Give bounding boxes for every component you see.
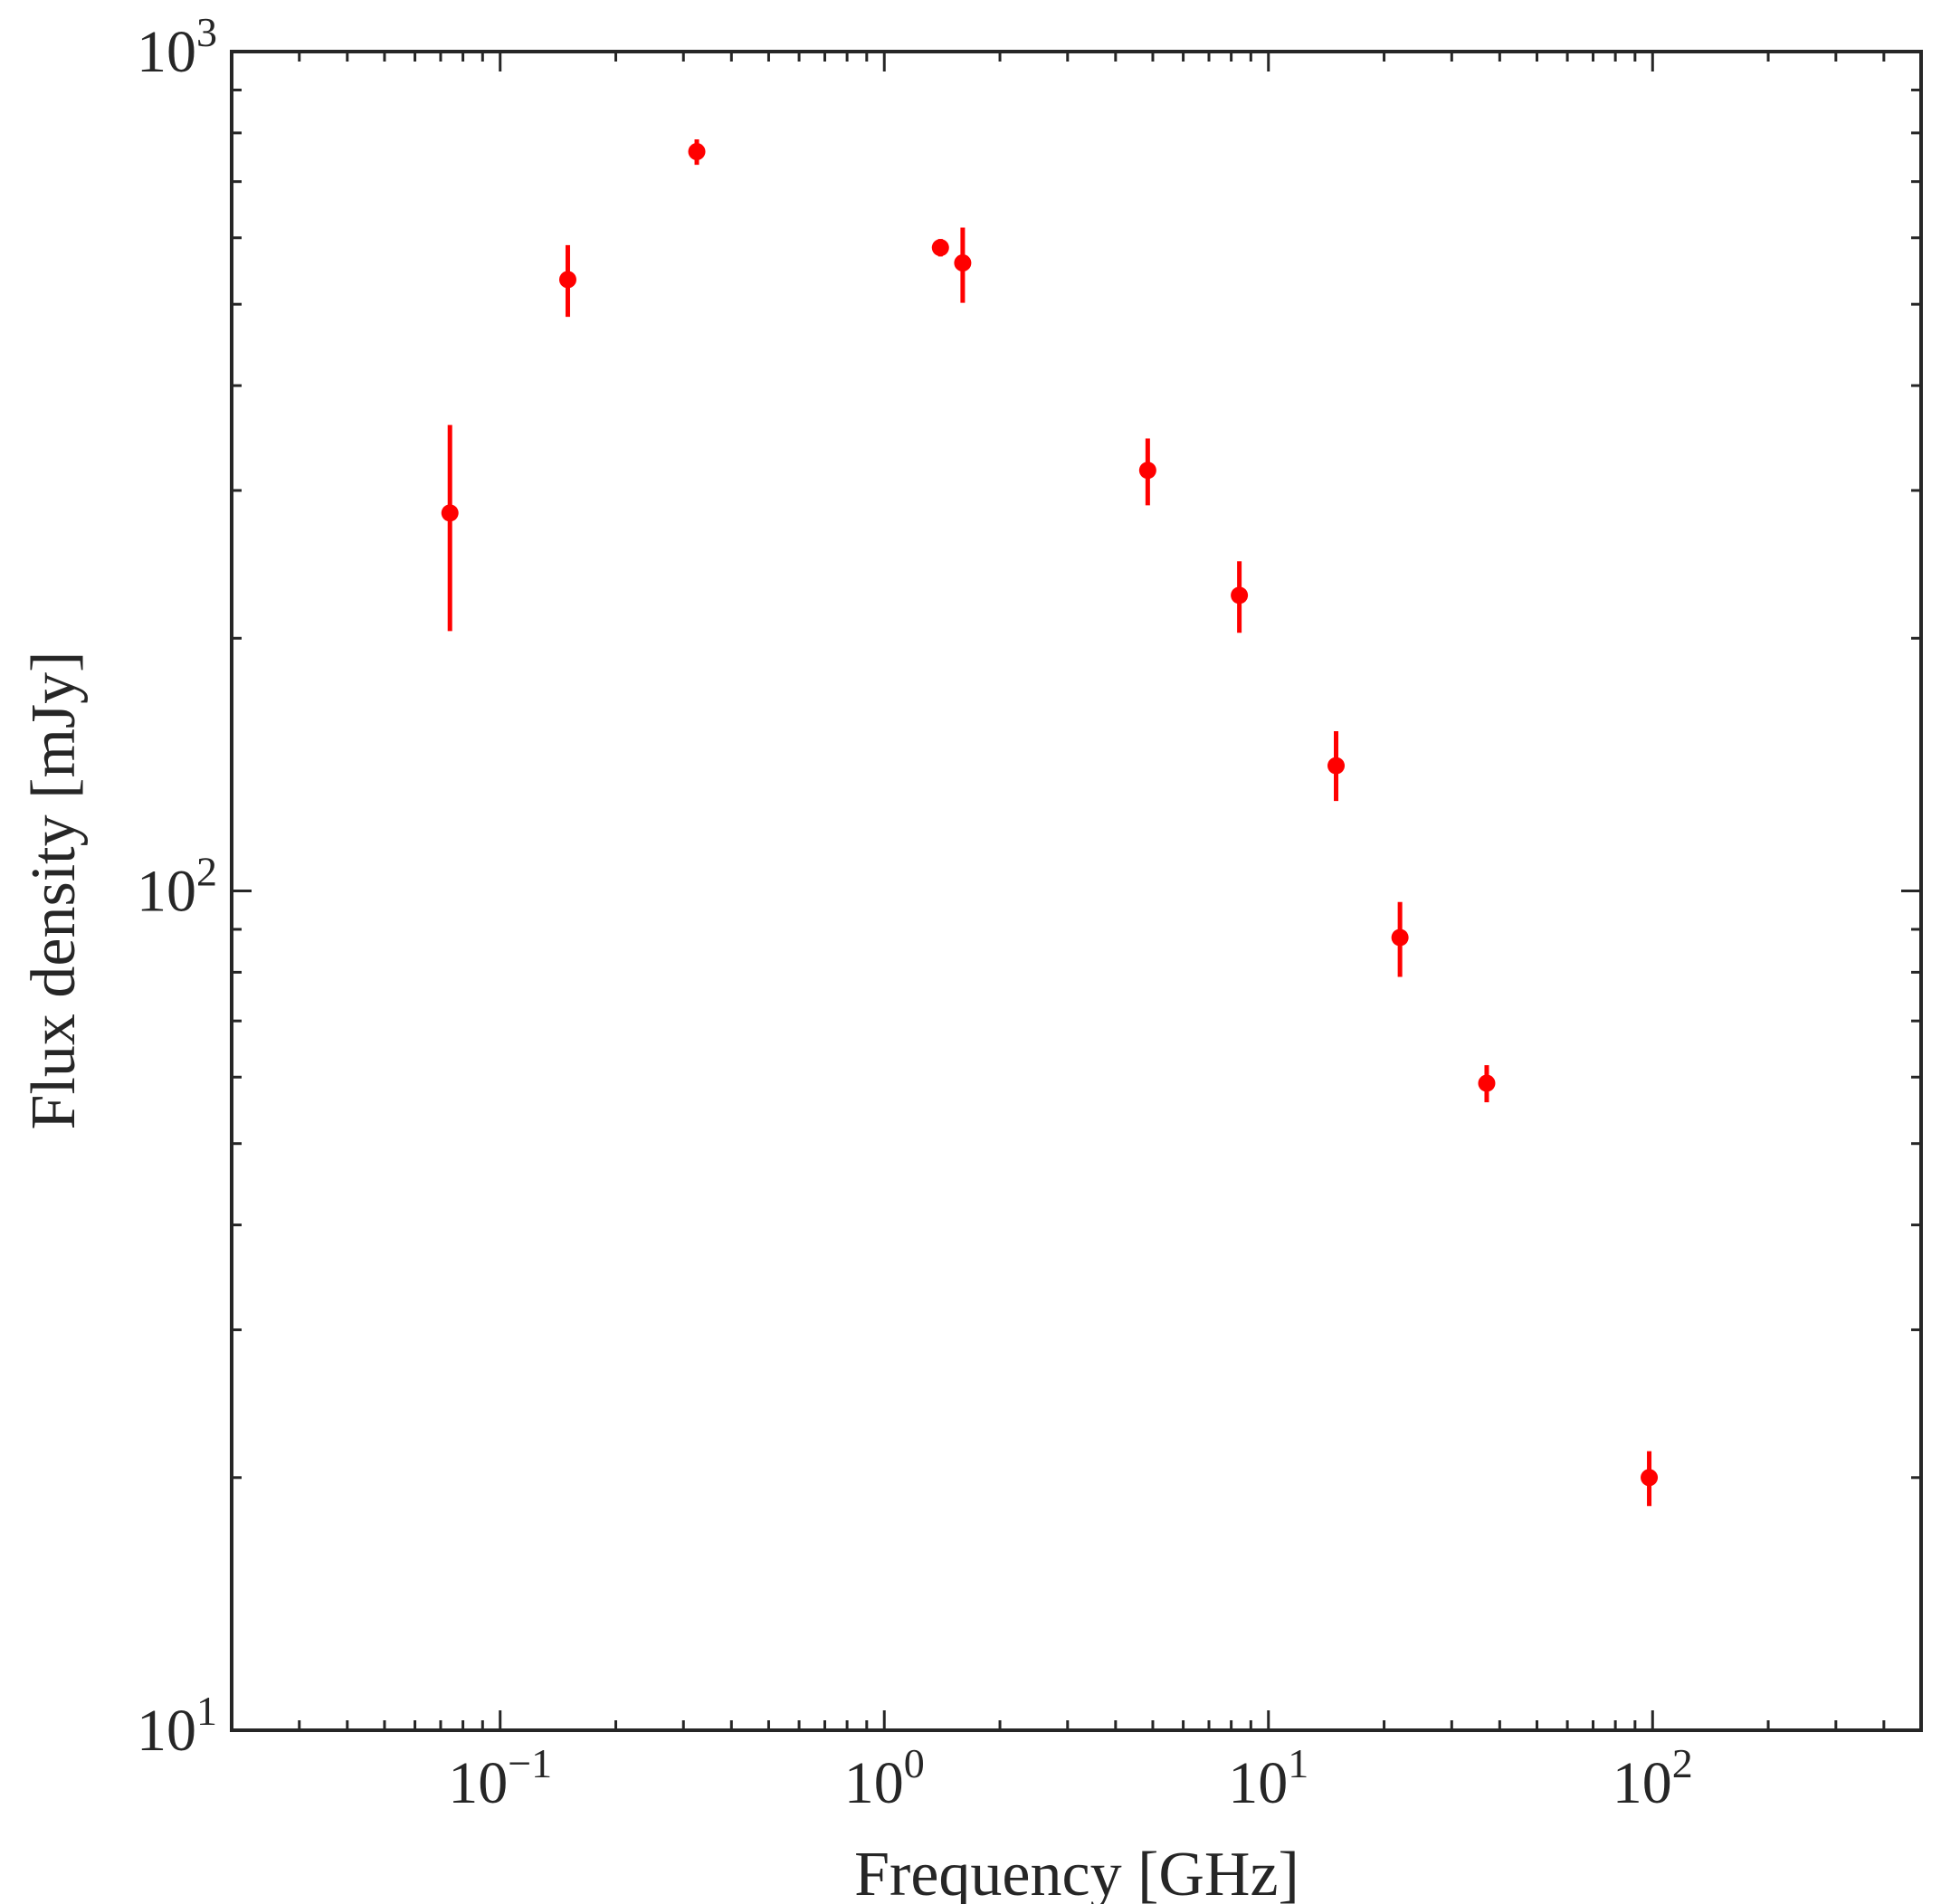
x-tick-label: 101 — [1228, 1740, 1308, 1816]
y-tick-labels: 101 102 103 — [137, 9, 217, 1764]
x-tick-label: 102 — [1613, 1740, 1693, 1816]
x-tick-label: 100 — [844, 1740, 925, 1816]
data-point — [1327, 757, 1346, 775]
y-tick-label: 101 — [137, 1688, 217, 1764]
plot-frame — [230, 50, 1923, 1732]
y-tick-label: 102 — [137, 849, 217, 925]
x-tick-labels: 10−1 100 101 102 — [448, 1740, 1693, 1816]
data-point — [931, 239, 949, 257]
y-axis-label: Flux density [mJy] — [19, 652, 89, 1130]
x-axis-label: Frequency [GHz] — [854, 1840, 1299, 1904]
data-point — [441, 504, 459, 522]
data-point — [1138, 462, 1156, 480]
data-point — [1478, 1074, 1496, 1092]
data-point — [1391, 928, 1409, 947]
data-point — [558, 271, 576, 289]
data-point — [954, 254, 972, 272]
data-point — [1641, 1469, 1659, 1487]
y-tick-label: 103 — [137, 9, 217, 85]
data-point — [688, 143, 706, 161]
data-points — [441, 138, 1659, 1507]
data-point — [1231, 586, 1249, 605]
x-tick-label: 10−1 — [448, 1740, 552, 1816]
